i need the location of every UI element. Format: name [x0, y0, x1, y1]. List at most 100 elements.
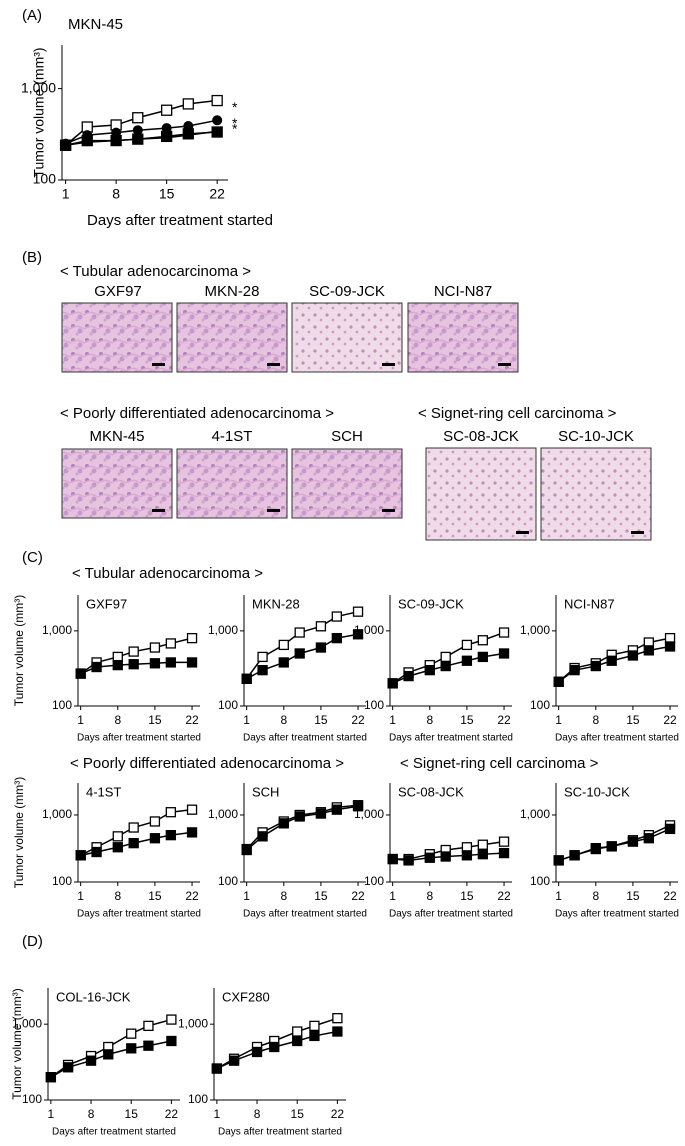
- x-tick-label: 15: [460, 713, 474, 727]
- marker: [477, 651, 488, 663]
- marker: [91, 846, 102, 858]
- chart: SCH Days after treatment started 100 1,000 1…: [208, 783, 367, 920]
- histology-image: [540, 447, 652, 541]
- y-tick-label: 100: [530, 698, 550, 712]
- marker: [403, 670, 414, 682]
- marker: [165, 830, 176, 841]
- marker: [182, 128, 194, 140]
- marker: [553, 855, 564, 866]
- x-tick-label: 22: [185, 713, 199, 727]
- marker: [149, 642, 161, 653]
- y-tick-label: 1,000: [208, 623, 238, 637]
- significance-mark: *: [232, 99, 238, 115]
- marker: [498, 627, 510, 638]
- marker: [211, 1063, 223, 1074]
- marker: [132, 133, 144, 145]
- x-axis-label: Days after treatment started: [389, 909, 513, 920]
- x-tick-label: 15: [125, 1107, 139, 1121]
- marker: [424, 852, 435, 863]
- y-axis-label: Tumor volume (mm³): [12, 595, 26, 707]
- marker: [331, 632, 342, 644]
- scale-bar: [267, 509, 280, 512]
- marker: [165, 657, 176, 668]
- histology-image: [291, 302, 403, 373]
- marker: [75, 668, 86, 679]
- marker: [461, 639, 473, 651]
- marker: [440, 851, 451, 862]
- chart: COL-16-JCK Tumor volume (mm³) Days after t…: [10, 988, 180, 1138]
- x-tick-label: 22: [185, 889, 199, 903]
- marker: [315, 621, 327, 632]
- marker: [165, 638, 176, 649]
- y-tick-label: 100: [364, 698, 384, 712]
- marker: [132, 125, 143, 136]
- marker: [128, 646, 139, 657]
- x-tick-label: 8: [114, 713, 121, 727]
- marker: [278, 818, 289, 829]
- marker: [643, 645, 654, 656]
- section-title: < Tubular adenocarcinoma >: [60, 263, 251, 280]
- marker: [606, 655, 617, 666]
- y-tick-label: 100: [530, 874, 550, 888]
- panel-label: (A): [22, 7, 42, 24]
- marker: [331, 804, 342, 815]
- x-tick-label: 8: [426, 713, 433, 727]
- chart-title: 4-1ST: [86, 784, 121, 799]
- scale-bar: [152, 509, 165, 512]
- x-tick-label: 1: [214, 1107, 221, 1121]
- y-tick-label: 1,000: [42, 807, 72, 821]
- significance-mark: *: [232, 115, 238, 131]
- marker: [461, 850, 473, 861]
- axis: [213, 988, 346, 1101]
- y-tick-label: 1,000: [12, 1016, 42, 1030]
- marker: [424, 664, 435, 676]
- x-tick-label: 15: [626, 713, 640, 727]
- significance-mark: *: [168, 1035, 173, 1049]
- marker: [91, 661, 102, 673]
- chart-title: NCI-N87: [564, 596, 615, 611]
- chart-title: MKN-45: [68, 16, 123, 33]
- marker: [149, 833, 161, 844]
- marker: [440, 651, 451, 663]
- marker: [62, 1062, 74, 1073]
- marker: [186, 827, 198, 838]
- marker: [315, 808, 327, 819]
- marker: [212, 115, 223, 126]
- x-tick-label: 8: [88, 1107, 95, 1121]
- x-axis-label: Days after treatment started: [555, 909, 679, 920]
- chart: NCI-N87 Days after treatment started 100 1,…: [520, 595, 679, 744]
- marker: [590, 660, 601, 672]
- marker: [211, 94, 223, 107]
- marker: [309, 1030, 320, 1042]
- y-axis-label: Tumor volume (mm³): [31, 47, 47, 177]
- marker: [440, 660, 451, 672]
- marker: [81, 134, 93, 147]
- chart-title: MKN-28: [252, 596, 300, 611]
- x-tick-label: 22: [165, 1107, 179, 1121]
- marker: [59, 139, 72, 151]
- histology-image: [407, 302, 519, 373]
- x-tick-label: 15: [148, 713, 162, 727]
- marker: [269, 1041, 280, 1053]
- x-tick-label: 8: [254, 1107, 261, 1121]
- image-label: MKN-45: [89, 428, 144, 445]
- marker: [45, 1072, 57, 1083]
- marker: [165, 807, 176, 818]
- marker: [332, 1013, 343, 1024]
- chart-title: SC-10-JCK: [564, 784, 630, 799]
- x-tick-label: 8: [280, 889, 287, 903]
- y-tick-label: 1,000: [208, 807, 238, 821]
- marker: [161, 123, 172, 134]
- x-tick-label: 8: [112, 186, 120, 202]
- marker: [664, 641, 676, 652]
- chart: CXF280 Days after treatment started 100 1,0…: [178, 988, 346, 1138]
- marker: [387, 678, 398, 689]
- x-tick-label: 1: [243, 713, 250, 727]
- marker: [257, 664, 268, 676]
- histology-image: [61, 448, 173, 519]
- y-tick-label: 100: [52, 698, 72, 712]
- marker: [498, 648, 510, 659]
- marker: [128, 659, 139, 670]
- marker: [498, 847, 510, 859]
